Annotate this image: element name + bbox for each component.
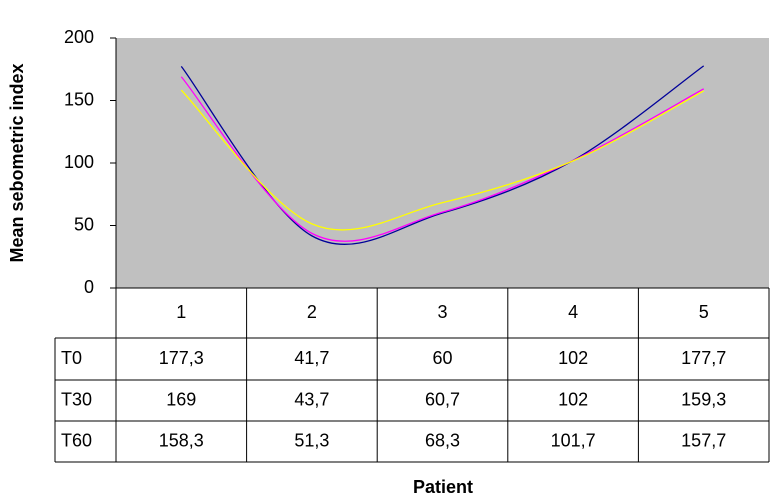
series-line xyxy=(180,76,705,242)
table-cell: 43,7 xyxy=(294,389,329,409)
x-tick-label: 1 xyxy=(176,302,186,322)
x-axis-title: Patient xyxy=(413,477,473,497)
y-tick-label: 50 xyxy=(74,214,94,234)
table-cell: 177,3 xyxy=(159,348,204,368)
table-cell: 102 xyxy=(558,348,588,368)
x-tick-label: 2 xyxy=(307,302,317,322)
legend-label: T30 xyxy=(61,389,92,409)
y-tick-label: 150 xyxy=(64,89,94,109)
table-cell: 157,7 xyxy=(681,430,726,450)
series-line xyxy=(180,89,705,231)
table-cell: 41,7 xyxy=(294,348,329,368)
table-cell: 159,3 xyxy=(681,389,726,409)
table-cell: 51,3 xyxy=(294,430,329,450)
table-cell: 158,3 xyxy=(159,430,204,450)
legend-label: T60 xyxy=(61,430,92,450)
x-tick-label: 3 xyxy=(437,302,447,322)
table-cell: 102 xyxy=(558,389,588,409)
y-tick-label: 100 xyxy=(64,152,94,172)
table-cell: 60 xyxy=(432,348,452,368)
y-tick-label: 200 xyxy=(64,27,94,47)
table-cell: 68,3 xyxy=(425,430,460,450)
x-tick-label: 4 xyxy=(568,302,578,322)
table-cell: 60,7 xyxy=(425,389,460,409)
table-cell: 169 xyxy=(166,389,196,409)
x-tick-label: 5 xyxy=(699,302,709,322)
plot-area xyxy=(116,38,769,288)
y-axis-title: Mean sebometric index xyxy=(7,63,27,262)
table-cell: 177,7 xyxy=(681,348,726,368)
table-cell: 101,7 xyxy=(551,430,596,450)
legend-label: T0 xyxy=(61,348,82,368)
y-tick-label: 0 xyxy=(84,277,94,297)
